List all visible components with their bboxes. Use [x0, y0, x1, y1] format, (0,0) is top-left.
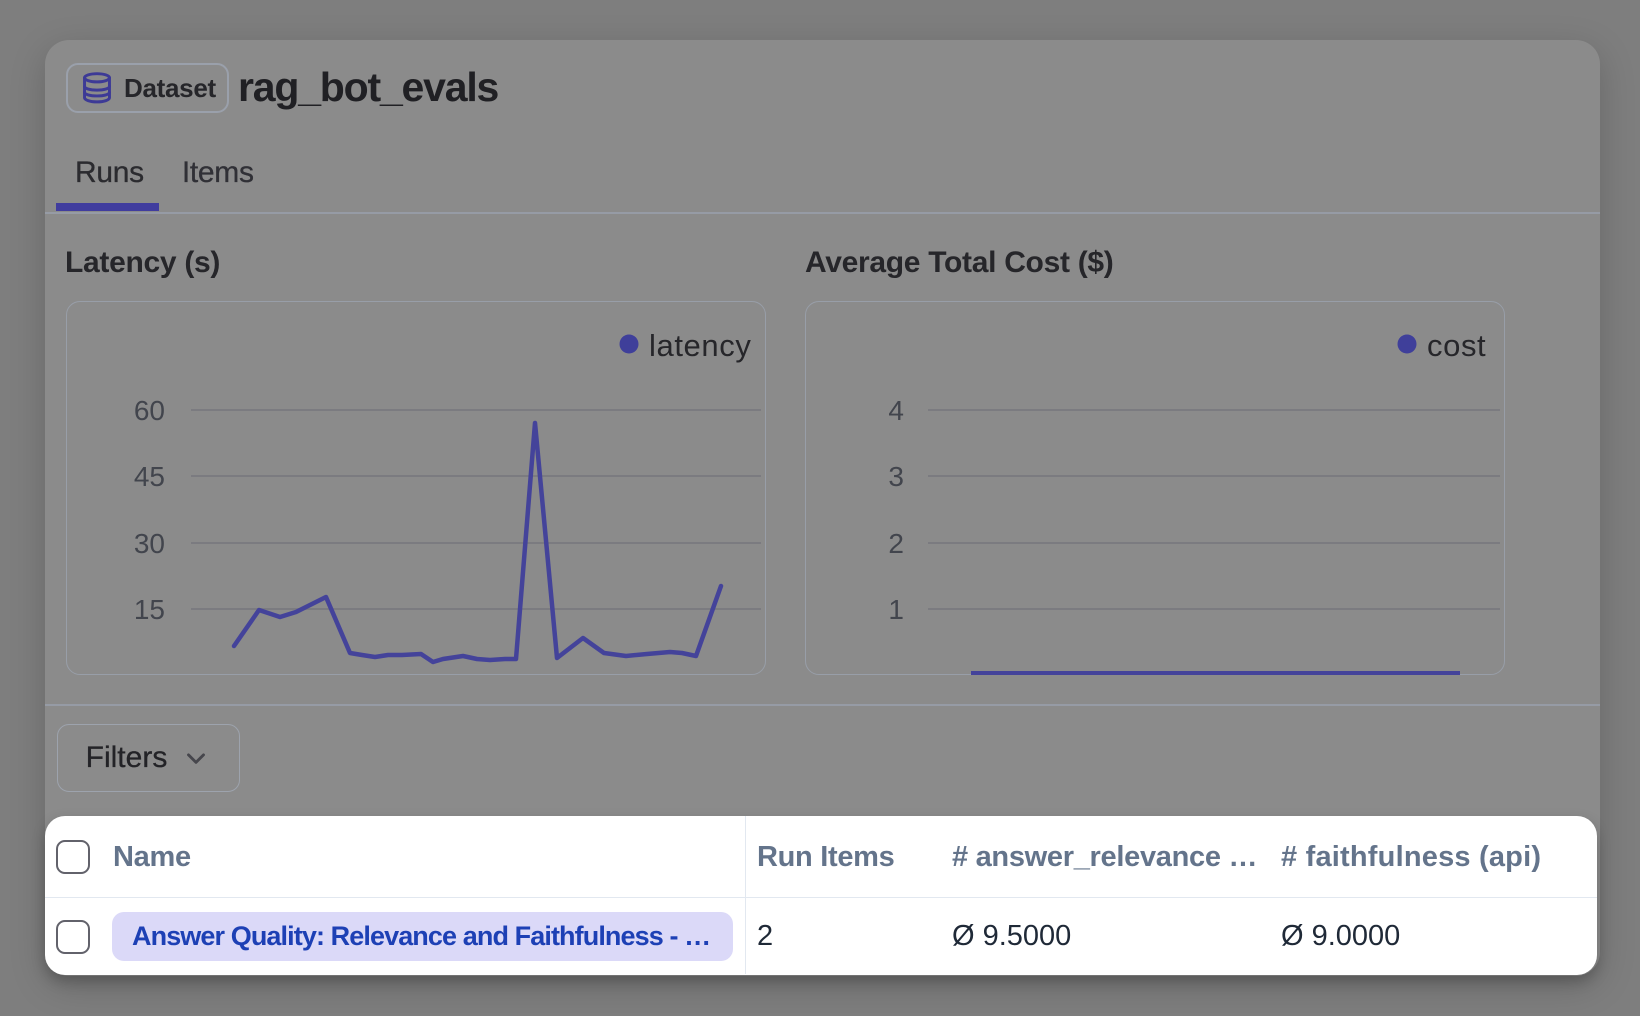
svg-text:3: 3 [888, 461, 904, 492]
svg-text:60: 60 [134, 395, 165, 426]
svg-text:4: 4 [888, 395, 904, 426]
svg-text:15: 15 [134, 594, 165, 625]
svg-text:45: 45 [134, 461, 165, 492]
svg-text:cost: cost [1427, 328, 1486, 363]
svg-text:30: 30 [134, 528, 165, 559]
svg-text:latency: latency [649, 328, 751, 363]
svg-text:1: 1 [888, 594, 904, 625]
svg-text:2: 2 [888, 528, 904, 559]
